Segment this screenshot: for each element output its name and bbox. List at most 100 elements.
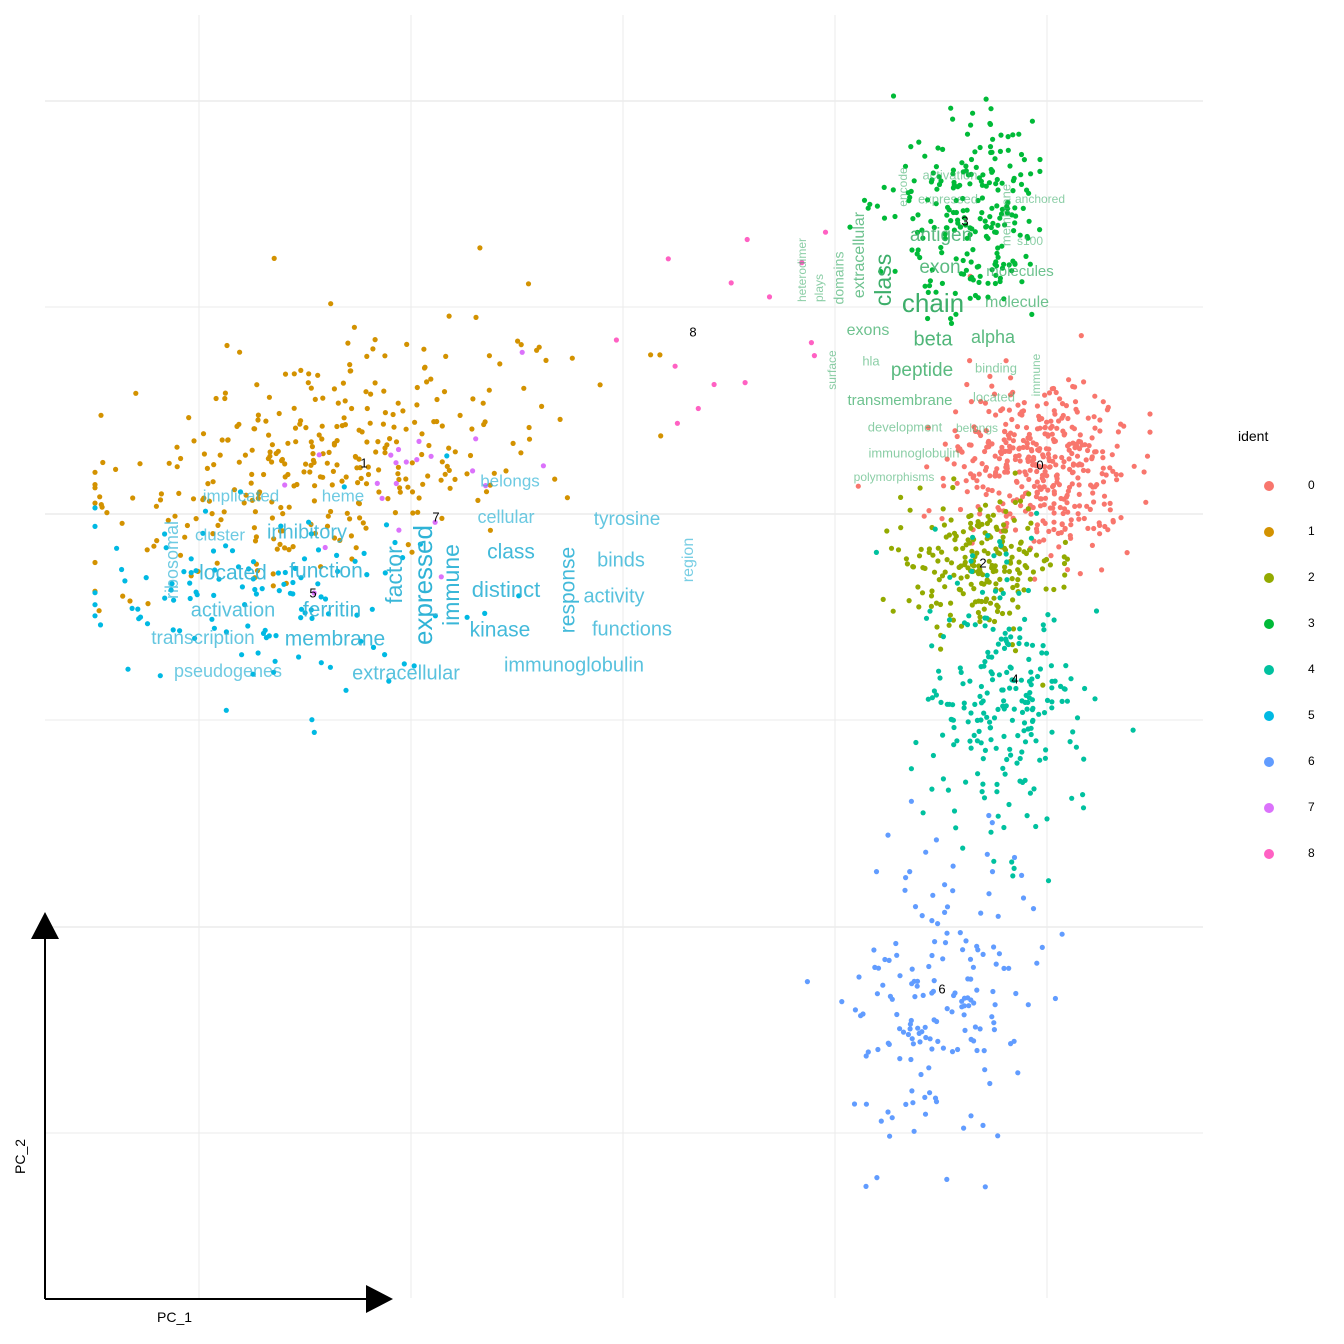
data-point-cluster-4	[1064, 698, 1070, 704]
data-point-cluster-3	[1037, 168, 1043, 174]
data-point-cluster-6	[974, 943, 980, 949]
data-point-cluster-4	[1021, 720, 1028, 726]
data-point-cluster-4	[1004, 669, 1010, 676]
data-point-cluster-4	[1044, 697, 1051, 704]
data-point-cluster-6	[894, 952, 900, 958]
data-point-cluster-3	[1019, 279, 1025, 285]
data-point-cluster-4	[981, 795, 988, 801]
data-point-cluster-5	[246, 566, 252, 572]
data-point-cluster-4	[972, 701, 978, 708]
data-point-cluster-1	[420, 481, 426, 487]
data-point-cluster-6	[957, 930, 963, 936]
data-point-cluster-3	[976, 279, 982, 285]
data-point-cluster-1	[421, 365, 428, 371]
data-point-cluster-0	[1016, 446, 1022, 452]
data-point-cluster-0	[1089, 435, 1095, 441]
data-point-cluster-1	[285, 440, 291, 446]
data-point-cluster-1	[113, 466, 119, 472]
data-point-cluster-1	[120, 593, 126, 599]
data-point-cluster-6	[931, 978, 937, 984]
data-point-cluster-0	[1027, 467, 1033, 473]
data-point-cluster-1	[310, 451, 316, 457]
data-point-cluster-2	[979, 521, 985, 527]
data-point-cluster-1	[305, 380, 311, 386]
data-point-cluster-2	[968, 581, 974, 587]
data-point-cluster-4	[1008, 634, 1014, 640]
data-point-cluster-0	[1061, 459, 1067, 465]
data-point-cluster-1	[326, 449, 332, 455]
data-point-cluster-5	[309, 717, 315, 723]
data-point-cluster-2	[1010, 584, 1016, 591]
wordcloud-word-cluster-5: belongs	[480, 471, 540, 490]
data-point-cluster-4	[984, 615, 990, 621]
data-point-cluster-4	[953, 825, 959, 831]
data-point-cluster-1	[172, 513, 178, 519]
data-point-cluster-2	[994, 608, 1001, 615]
data-point-cluster-4	[1022, 777, 1028, 784]
data-point-cluster-1	[293, 439, 299, 445]
data-point-cluster-2	[1001, 522, 1007, 528]
data-point-cluster-0	[1039, 472, 1046, 478]
data-point-cluster-2	[1009, 576, 1015, 582]
data-point-cluster-0	[1045, 451, 1051, 457]
data-point-cluster-3	[1009, 212, 1015, 218]
data-point-cluster-4	[1004, 559, 1010, 565]
data-point-cluster-4	[873, 549, 880, 556]
data-point-cluster-3	[995, 187, 1001, 193]
data-point-cluster-0	[979, 461, 985, 467]
data-point-cluster-4	[998, 636, 1004, 642]
data-point-cluster-1	[569, 355, 575, 361]
data-point-cluster-4	[961, 705, 967, 711]
data-point-cluster-2	[984, 577, 990, 583]
data-point-cluster-3	[967, 181, 973, 187]
data-point-cluster-3	[968, 259, 974, 265]
data-point-cluster-4	[954, 738, 960, 744]
data-point-cluster-1	[165, 517, 171, 523]
data-point-cluster-0	[1022, 469, 1028, 475]
data-point-cluster-2	[1024, 564, 1030, 571]
data-point-cluster-6	[952, 990, 958, 996]
data-point-cluster-6	[984, 851, 990, 857]
data-point-cluster-0	[951, 461, 957, 467]
data-point-cluster-6	[885, 832, 891, 838]
data-point-cluster-1	[151, 543, 157, 549]
data-point-cluster-1	[331, 535, 338, 541]
data-point-cluster-2	[951, 572, 957, 578]
data-point-cluster-4	[1045, 878, 1052, 884]
data-point-cluster-1	[320, 451, 326, 457]
data-point-cluster-0	[1036, 416, 1043, 423]
data-point-cluster-1	[380, 421, 386, 427]
wordcloud-word-cluster-5: immune	[438, 544, 464, 626]
data-point-cluster-0	[1104, 407, 1110, 413]
data-point-cluster-6	[933, 1099, 940, 1105]
data-point-cluster-4	[968, 745, 974, 751]
wordcloud-word-cluster-3: molecules	[986, 263, 1054, 280]
data-point-cluster-6	[916, 1030, 922, 1036]
data-point-cluster-1	[657, 352, 663, 358]
data-point-cluster-6	[935, 1038, 941, 1044]
data-point-cluster-1	[365, 464, 371, 470]
data-point-cluster-5	[200, 530, 206, 536]
data-point-cluster-2	[1009, 554, 1015, 560]
data-point-cluster-3	[1023, 253, 1029, 259]
data-point-cluster-2	[993, 546, 999, 552]
data-point-cluster-2	[1061, 584, 1067, 590]
data-point-cluster-4	[927, 608, 933, 614]
data-point-cluster-4	[1052, 678, 1058, 684]
data-point-cluster-3	[965, 172, 972, 178]
data-point-cluster-0	[1051, 491, 1057, 497]
data-point-cluster-4	[940, 634, 947, 640]
data-point-cluster-0	[1002, 469, 1008, 475]
data-point-cluster-2	[895, 547, 902, 553]
legend-swatch	[1264, 757, 1274, 767]
data-point-cluster-5	[260, 630, 267, 637]
data-point-cluster-1	[424, 379, 430, 385]
data-point-cluster-1	[393, 439, 400, 445]
data-point-cluster-5	[292, 565, 298, 572]
data-point-cluster-1	[329, 482, 335, 488]
legend-swatch	[1264, 711, 1274, 721]
data-point-cluster-4	[1035, 673, 1041, 680]
data-point-cluster-1	[266, 432, 272, 438]
data-point-cluster-3	[933, 201, 939, 207]
data-point-cluster-4	[951, 742, 957, 748]
